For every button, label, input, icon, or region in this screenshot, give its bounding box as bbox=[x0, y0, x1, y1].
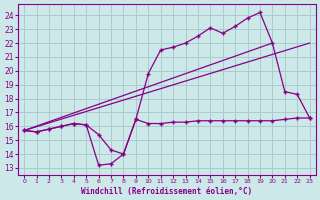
X-axis label: Windchill (Refroidissement éolien,°C): Windchill (Refroidissement éolien,°C) bbox=[81, 187, 252, 196]
